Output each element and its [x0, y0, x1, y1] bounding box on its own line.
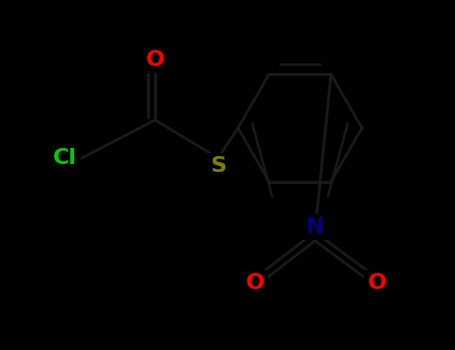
Text: Cl: Cl — [53, 148, 77, 168]
Text: O: O — [246, 273, 264, 293]
Text: N: N — [306, 217, 324, 237]
Text: S: S — [210, 156, 226, 176]
Text: O: O — [368, 273, 386, 293]
Text: O: O — [146, 50, 165, 70]
